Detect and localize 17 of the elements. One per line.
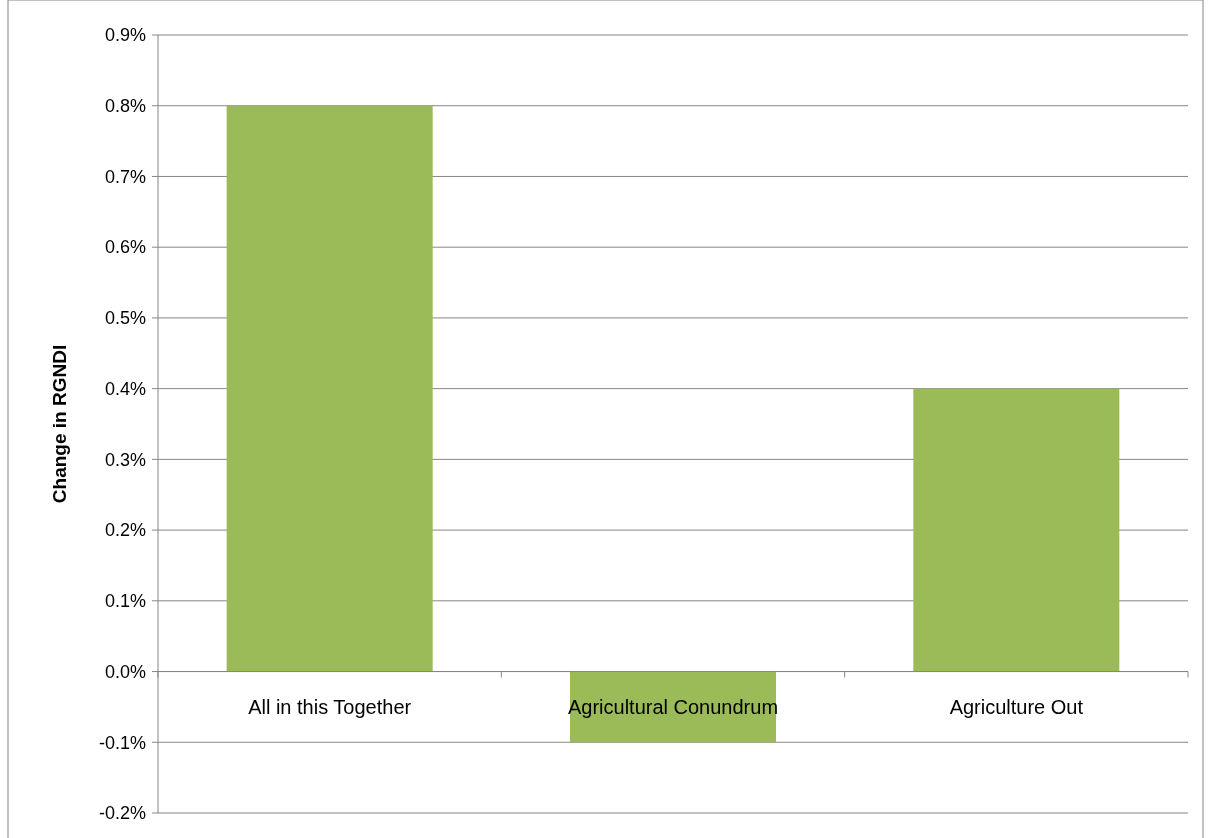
y-tick-label: -0.1% (98, 732, 146, 753)
y-tick-label: 0.5% (104, 308, 146, 329)
y-tick-label: 0.1% (104, 591, 146, 612)
y-tick-label: 0.9% (104, 25, 146, 46)
x-tick-label: Agriculture Out (949, 695, 1084, 718)
y-tick-label: 0.6% (104, 237, 146, 258)
y-axis-title: Change in RGNDI (49, 344, 70, 504)
y-tick-label: 0.3% (104, 449, 146, 470)
y-tick-label: -0.2% (98, 803, 146, 824)
y-tick-label: 0.2% (104, 520, 146, 541)
bar (913, 388, 1120, 672)
y-tick-label: 0.8% (104, 96, 146, 117)
y-tick-label: 0.7% (104, 166, 146, 187)
x-tick-label: All in this Together (248, 695, 412, 718)
y-tick-label: 0.4% (104, 378, 146, 399)
y-tick-label: 0.0% (104, 661, 146, 682)
bar (226, 105, 433, 672)
